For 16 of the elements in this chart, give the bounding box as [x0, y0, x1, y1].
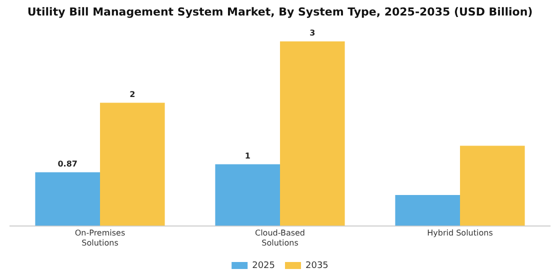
chart-title: Utility Bill Management System Market, By System Type, 2025-2035 (USD Billion) [27, 5, 533, 18]
data-label: 1 [244, 151, 251, 160]
x-tick-label: On-Premises Solutions [74, 228, 126, 248]
bar [35, 172, 100, 226]
bar [280, 41, 345, 226]
legend-label: 2025 [252, 260, 275, 271]
x-tick-label: Cloud-Based Solutions [254, 228, 306, 248]
bar [460, 146, 525, 226]
bar [100, 102, 165, 226]
bar [215, 164, 280, 226]
x-tick-label: Hybrid Solutions [427, 228, 493, 238]
bar [395, 195, 460, 226]
data-label: 0.87 [58, 159, 78, 168]
data-label: 2 [130, 90, 136, 99]
legend-label: 2035 [306, 260, 328, 271]
data-label: 3 [310, 28, 316, 38]
